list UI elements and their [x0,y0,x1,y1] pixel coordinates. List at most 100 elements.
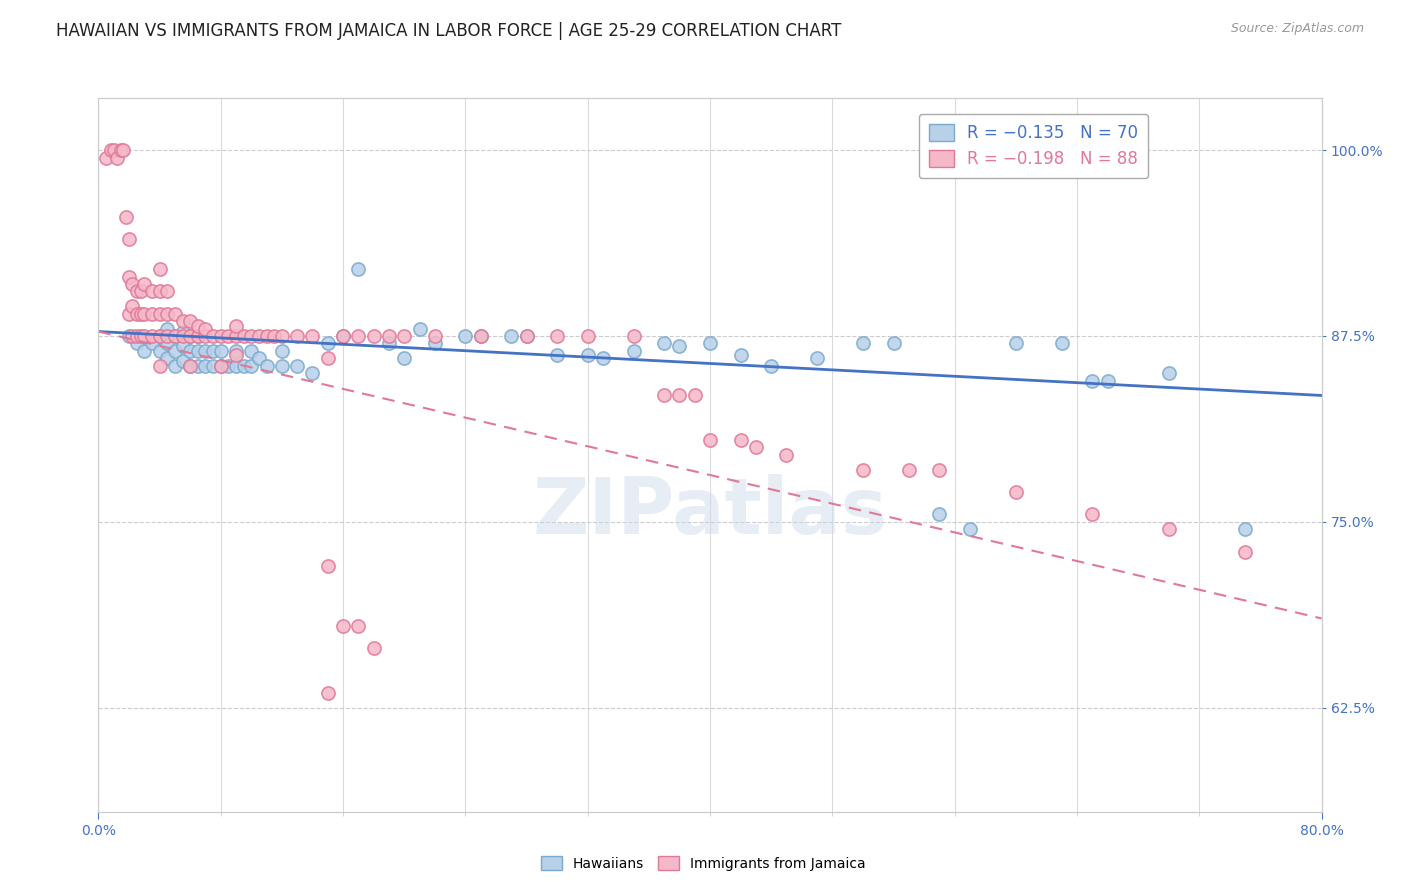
Point [1004,336,1026,351]
Point [240,359,263,373]
Point [129,329,152,343]
Point [179,359,201,373]
Point [730,348,752,362]
Point [470,329,492,343]
Point [652,336,675,351]
Point [172,339,194,353]
Point [232,329,254,343]
Point [141,307,163,321]
Point [301,329,323,343]
Point [111,143,134,157]
Point [163,329,186,343]
Point [363,641,385,656]
Point [347,329,370,343]
Point [423,329,446,343]
Point [149,262,172,277]
Point [172,329,194,343]
Point [125,329,148,343]
Point [187,359,209,373]
Point [516,329,538,343]
Point [209,329,232,343]
Point [883,336,905,351]
Point [347,619,370,633]
Point [392,351,416,366]
Point [332,329,354,343]
Point [202,329,225,343]
Point [134,343,156,358]
Point [149,343,172,358]
Point [247,351,270,366]
Point [1081,374,1104,388]
Point [897,463,920,477]
Point [129,307,152,321]
Point [163,329,186,343]
Point [125,307,148,321]
Point [118,307,141,321]
Point [806,351,828,366]
Point [156,351,179,366]
Point [179,329,201,343]
Point [187,318,209,333]
Point [316,336,339,351]
Point [378,336,401,351]
Point [217,359,239,373]
Point [115,210,138,224]
Point [408,321,430,335]
Point [516,329,538,343]
Point [194,343,217,358]
Point [172,325,194,339]
Point [1004,485,1026,500]
Text: ZIPatlas: ZIPatlas [533,474,887,550]
Point [179,329,201,343]
Point [852,336,875,351]
Point [225,329,247,343]
Point [141,336,163,351]
Point [121,277,143,291]
Point [172,354,194,368]
Point [187,329,209,343]
Point [501,329,523,343]
Point [332,619,354,633]
Text: Source: ZipAtlas.com: Source: ZipAtlas.com [1230,22,1364,36]
Point [121,329,143,343]
Point [576,348,599,362]
Point [959,522,981,536]
Point [202,359,225,373]
Point [103,143,125,157]
Point [156,285,179,299]
Point [187,343,209,358]
Point [592,351,614,366]
Point [1157,522,1180,536]
Point [163,343,186,358]
Point [240,343,263,358]
Point [149,285,172,299]
Point [225,343,247,358]
Point [928,463,950,477]
Point [202,343,225,358]
Point [745,441,768,455]
Point [118,329,141,343]
Point [187,329,209,343]
Point [301,366,323,380]
Point [775,448,797,462]
Point [156,336,179,351]
Point [546,329,568,343]
Point [194,321,217,335]
Point [118,232,141,246]
Point [270,329,292,343]
Point [423,336,446,351]
Point [156,307,179,321]
Point [118,269,141,284]
Point [121,299,143,313]
Point [1234,544,1257,558]
Point [470,329,492,343]
Point [247,329,270,343]
Point [179,314,201,328]
Point [172,314,194,328]
Point [652,388,675,402]
Point [163,359,186,373]
Point [232,359,254,373]
Point [179,359,201,373]
Point [194,359,217,373]
Point [240,329,263,343]
